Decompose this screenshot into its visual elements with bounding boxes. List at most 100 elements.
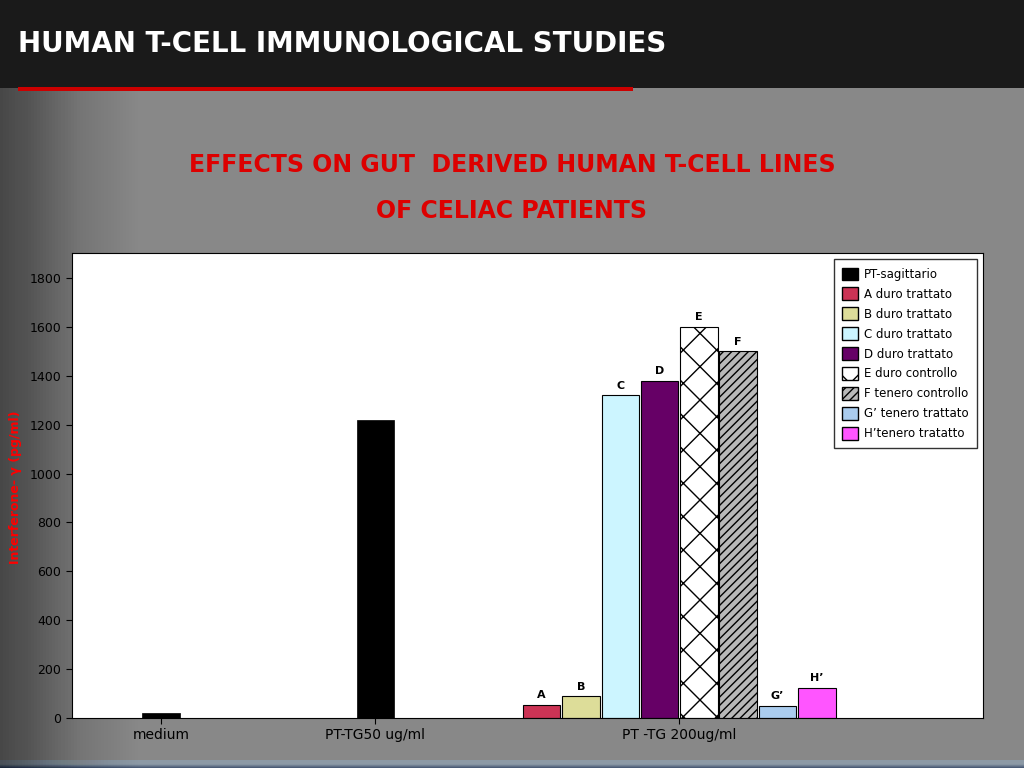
Bar <box>0 763 1024 766</box>
Bar <box>0 0 138 768</box>
Bar <box>0 0 95 768</box>
Bar <box>0 0 46 768</box>
Bar <box>0 0 40 768</box>
Bar <box>0 763 1024 767</box>
Bar <box>0 763 1024 766</box>
Bar <box>0 763 1024 767</box>
Bar <box>0 763 1024 766</box>
Bar <box>0 762 1024 766</box>
Bar <box>0 762 1024 766</box>
Bar <box>0 762 1024 766</box>
Bar <box>0 761 1024 765</box>
Bar <box>0 0 126 768</box>
Bar <box>0 762 1024 766</box>
Bar <box>0 762 1024 766</box>
Bar <box>0 761 1024 765</box>
Bar <box>0 763 1024 767</box>
Bar <box>0 760 1024 764</box>
Bar <box>0 762 1024 766</box>
Bar <box>0 760 1024 764</box>
Bar <box>0 763 1024 767</box>
Bar <box>0 0 61 768</box>
Bar <box>0 762 1024 766</box>
Bar <box>0 760 1024 764</box>
Bar <box>0 0 22 768</box>
Bar <box>0 761 1024 765</box>
Bar <box>0 764 1024 768</box>
Bar <box>0 760 1024 764</box>
Bar <box>0 763 1024 767</box>
Text: B: B <box>577 682 585 692</box>
Bar <box>0 762 1024 766</box>
Bar <box>0 762 1024 766</box>
Bar <box>0 763 1024 767</box>
Bar <box>0 762 1024 766</box>
Bar <box>0 764 1024 768</box>
Bar <box>0 763 1024 767</box>
Bar <box>0 763 1024 766</box>
Bar <box>0 763 1024 767</box>
Bar <box>0 762 1024 766</box>
Bar <box>0 761 1024 765</box>
Bar <box>0 0 135 768</box>
Bar <box>0 763 1024 766</box>
Bar <box>0 761 1024 765</box>
Bar <box>0 762 1024 765</box>
Bar <box>0 0 108 768</box>
Bar <box>0 0 37 768</box>
Bar <box>0 763 1024 767</box>
Bar <box>0 761 1024 765</box>
Bar <box>0 764 1024 768</box>
Bar <box>0 0 34 768</box>
Bar <box>0 763 1024 766</box>
Bar <box>0 0 147 768</box>
Bar <box>0 0 74 768</box>
Bar <box>142 713 180 718</box>
Bar <box>0 763 1024 766</box>
Bar <box>0 762 1024 766</box>
Bar <box>0 763 1024 767</box>
Bar <box>0 0 123 768</box>
Bar <box>0 761 1024 765</box>
Bar <box>0 762 1024 766</box>
Bar <box>0 0 43 768</box>
Bar <box>0 762 1024 766</box>
Text: OF CELIAC PATIENTS: OF CELIAC PATIENTS <box>377 199 647 223</box>
Bar <box>0 762 1024 766</box>
Bar <box>0 763 1024 766</box>
Bar <box>0 0 129 768</box>
Bar <box>0 764 1024 768</box>
Bar <box>0 762 1024 766</box>
Bar <box>0 762 1024 766</box>
Bar <box>0 763 1024 766</box>
Bar <box>0 760 1024 764</box>
Bar <box>0 762 1024 766</box>
Bar <box>0 0 101 768</box>
Bar <box>0 763 1024 766</box>
Bar <box>0 763 1024 766</box>
Bar <box>0 0 117 768</box>
Bar <box>0 0 98 768</box>
Bar <box>0 762 1024 766</box>
Bar <box>0 761 1024 765</box>
Bar <box>0 762 1024 766</box>
Text: HUMAN T-CELL IMMUNOLOGICAL STUDIES: HUMAN T-CELL IMMUNOLOGICAL STUDIES <box>18 30 667 58</box>
Bar <box>0 0 132 768</box>
Bar <box>0 760 1024 764</box>
Bar <box>0 760 1024 764</box>
Bar <box>0 763 1024 767</box>
Bar <box>0 763 1024 766</box>
Bar <box>0 763 1024 766</box>
Bar <box>0 763 1024 767</box>
Bar <box>0 761 1024 765</box>
Bar <box>0 762 1024 766</box>
Bar <box>641 381 678 718</box>
Bar <box>0 764 1024 768</box>
Bar <box>0 763 1024 767</box>
Bar <box>0 760 1024 764</box>
Bar <box>0 763 1024 767</box>
Bar <box>0 761 1024 765</box>
Bar <box>0 763 1024 767</box>
Bar <box>0 763 1024 767</box>
Text: C: C <box>616 381 625 391</box>
